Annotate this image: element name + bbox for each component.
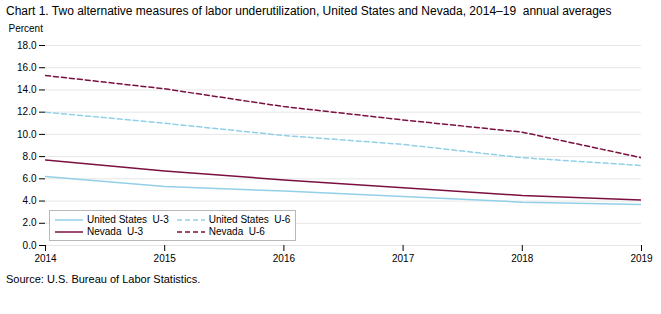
svg-text:2014: 2014 — [34, 253, 57, 264]
svg-text:10.0: 10.0 — [17, 129, 37, 140]
svg-text:2017: 2017 — [392, 253, 415, 264]
svg-text:16.0: 16.0 — [17, 62, 37, 73]
svg-text:8.0: 8.0 — [23, 151, 37, 162]
svg-text:12.0: 12.0 — [17, 106, 37, 117]
html-text:Nevada U-3: Nevada U-3 — [87, 226, 144, 237]
svg-text:2016: 2016 — [273, 253, 296, 264]
svg-text:4.0: 4.0 — [23, 195, 37, 206]
html-text:Nevada U-6: Nevada U-6 — [208, 226, 265, 237]
html-text:Source: U.S. Bureau of Labor S: Source: U.S. Bureau of Labor Statistics. — [6, 273, 201, 285]
svg-text:Percent: Percent — [9, 23, 44, 34]
svg-text:2018: 2018 — [511, 253, 534, 264]
svg-text:2.0: 2.0 — [23, 217, 37, 228]
svg-text:6.0: 6.0 — [23, 173, 37, 184]
html-text:United States U-6: United States U-6 — [208, 214, 291, 225]
html-text:Chart 1. Two alternative measu: Chart 1. Two alternative measures of lab… — [6, 4, 612, 18]
svg-text:0.0: 0.0 — [23, 240, 37, 251]
svg-text:2019: 2019 — [630, 253, 653, 264]
svg-text:18.0: 18.0 — [17, 40, 37, 51]
html-text:United States U-3: United States U-3 — [87, 214, 169, 225]
svg-text:14.0: 14.0 — [17, 84, 37, 95]
svg-text:2015: 2015 — [154, 253, 177, 264]
